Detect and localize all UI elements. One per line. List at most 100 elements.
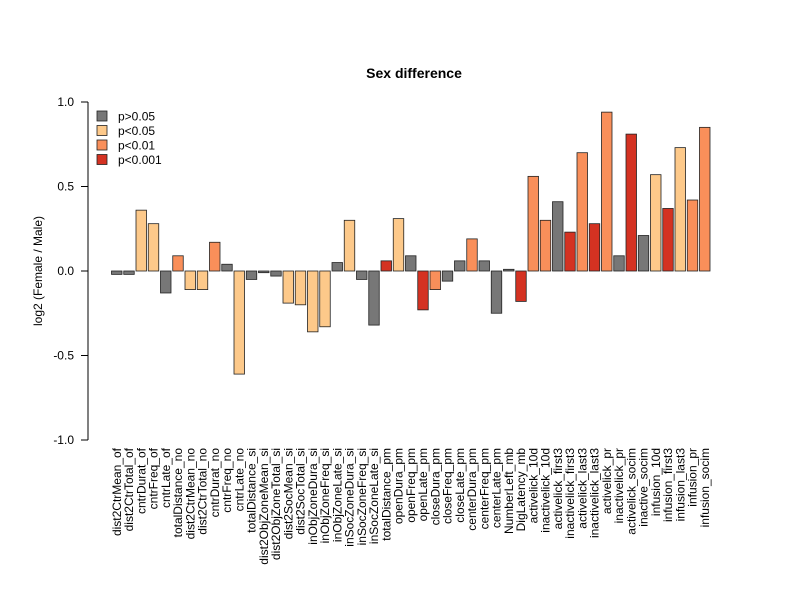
bar-cntrFreq_of: [147, 223, 160, 272]
category-label: inactivelick_last3: [588, 448, 602, 538]
category-label: dist2SocMean_si: [281, 448, 295, 539]
category-label: centerDura_pm: [465, 448, 479, 531]
bar-NumberLeft_mb: [503, 268, 515, 272]
category-label: activelick_first3: [551, 448, 565, 530]
category-label: inactivelick_first3: [563, 448, 577, 539]
bar-openDura_pm: [392, 218, 405, 272]
legend-label: p<0.01: [118, 139, 155, 153]
category-label: dist2CtrTotal_of: [122, 447, 136, 531]
category-label: DigLatency_mb: [514, 448, 528, 532]
category-label: cntrLate_of: [159, 447, 173, 508]
category-label: totalDistance_no: [171, 448, 185, 538]
category-label: cntrDurat_of: [134, 447, 148, 514]
bar-inSocZoneDura_si: [343, 219, 356, 272]
bar-activelick_10d: [527, 175, 539, 272]
legend-label: p<0.001: [118, 153, 162, 167]
category-label: inObjZoneDura_si: [306, 448, 320, 545]
bar-infusion_socim: [699, 126, 711, 272]
bar-cntrDurat_of: [135, 209, 147, 272]
bar-inactivelick_10d: [539, 219, 552, 272]
category-label: dist2ObjZoneMean_si: [257, 448, 271, 565]
category-label: inObjZoneFreq_si: [318, 448, 332, 543]
bar-infusion_last3: [674, 147, 686, 272]
category-label: cntrDurat_no: [208, 448, 222, 518]
legend-swatch: [96, 125, 108, 136]
category-label: infusion_pr: [686, 448, 700, 507]
bar-cntrFreq_no: [221, 263, 233, 272]
bar-activelick_first3: [552, 201, 564, 272]
bar-dist2CtrMean_of: [111, 270, 123, 275]
bar-cntrDurat_no: [209, 241, 221, 272]
bar-activelick_socim: [625, 133, 637, 272]
category-label: inObjZoneLate_si: [330, 448, 344, 542]
category-label: closeDura_pm: [428, 448, 442, 525]
category-label: dist2CtrMean_no: [183, 448, 197, 540]
category-label: totalDistance_pm: [379, 448, 393, 541]
category-label: inSocZoneFreq_si: [355, 448, 369, 545]
category-label: infusion_last3: [673, 448, 687, 522]
bar-cntrLate_no: [233, 270, 245, 375]
bar-dist2ObjZoneTotal_si: [270, 270, 282, 277]
chart-title: Sex difference: [366, 65, 462, 81]
legend-label: p<0.05: [118, 124, 155, 138]
category-label: inSocZoneDura_si: [343, 448, 357, 547]
category-label: activelick_last3: [575, 448, 589, 529]
y-tick-label: 0.0: [57, 264, 74, 278]
bar-dist2ObjZoneMean_si: [258, 270, 270, 274]
bar-inSocZoneFreq_si: [356, 270, 368, 280]
y-axis: -1.0 -0.5 0.0 0.5 1.0: [53, 95, 89, 447]
category-label: closeLate_pm: [453, 448, 467, 523]
bar-infusion_10d: [650, 174, 662, 272]
bar-inObjZoneDura_si: [307, 270, 319, 333]
category-label: openLate_pm: [416, 448, 430, 521]
bar-dist2CtrTotal_of: [123, 270, 135, 275]
bar-totalDistance_pm: [380, 260, 392, 272]
category-label: inactivelick_pr: [612, 448, 626, 523]
legend: p>0.05p<0.05p<0.01p<0.001: [96, 110, 162, 167]
category-labels-group: dist2CtrMean_ofdist2CtrTotal_ofcntrDurat…: [110, 447, 712, 564]
bar-totalDistance_no: [172, 255, 184, 272]
legend-label: p>0.05: [118, 110, 155, 124]
bar-inObjZoneFreq_si: [319, 270, 331, 328]
bar-inSocZoneLate_si: [368, 270, 380, 326]
category-label: activelick_pr: [600, 448, 614, 514]
bar-inactive_socim: [637, 235, 650, 272]
category-label: activelick_socim: [624, 448, 638, 535]
y-tick-label: -1.0: [53, 433, 74, 447]
category-label: cntrFreq_of: [147, 447, 161, 509]
y-tick-label: -0.5: [53, 349, 74, 363]
category-label: cntrFreq_no: [220, 448, 234, 513]
bar-activelick_pr: [601, 111, 613, 272]
bar-closeDura_pm: [429, 270, 441, 290]
bar-dist2CtrTotal_no: [196, 270, 209, 290]
y-axis-label: log2 (Female / Male): [31, 216, 45, 326]
bar-centerLate_pm: [490, 270, 503, 314]
category-label: dist2CtrMean_of: [110, 447, 124, 536]
category-label: centerLate_pm: [490, 448, 504, 528]
category-label: cntrLate_no: [232, 448, 246, 512]
category-label: dist2CtrTotal_no: [196, 448, 210, 535]
bar-dist2CtrMean_no: [184, 270, 196, 290]
category-label: inSocZoneLate_si: [367, 448, 381, 544]
category-label: centerFreq_pm: [477, 448, 491, 529]
bar-centerFreq_pm: [478, 260, 490, 272]
category-label: totalDistance_si: [245, 448, 259, 533]
bars-group: [111, 111, 711, 375]
category-label: NumberLeft_mb: [502, 448, 516, 534]
bar-cntrLate_of: [160, 270, 172, 294]
bar-centerDura_pm: [466, 238, 478, 272]
bar-totalDistance_si: [245, 270, 258, 280]
legend-swatch: [96, 110, 108, 122]
category-label: infusion_socim: [698, 448, 712, 527]
bar-inactivelick_first3: [564, 231, 576, 272]
bar-dist2SocMean_si: [282, 270, 294, 304]
bar-infusion_pr: [686, 199, 699, 272]
category-label: infusion_10d: [649, 448, 663, 516]
category-label: openFreq_pm: [404, 448, 418, 523]
y-tick-label: 0.5: [57, 180, 74, 194]
bar-closeFreq_pm: [441, 270, 454, 282]
category-label: inactive_socim: [637, 448, 651, 527]
category-label: dist2SocTotal_si: [294, 448, 308, 535]
category-label: closeFreq_pm: [441, 448, 455, 524]
